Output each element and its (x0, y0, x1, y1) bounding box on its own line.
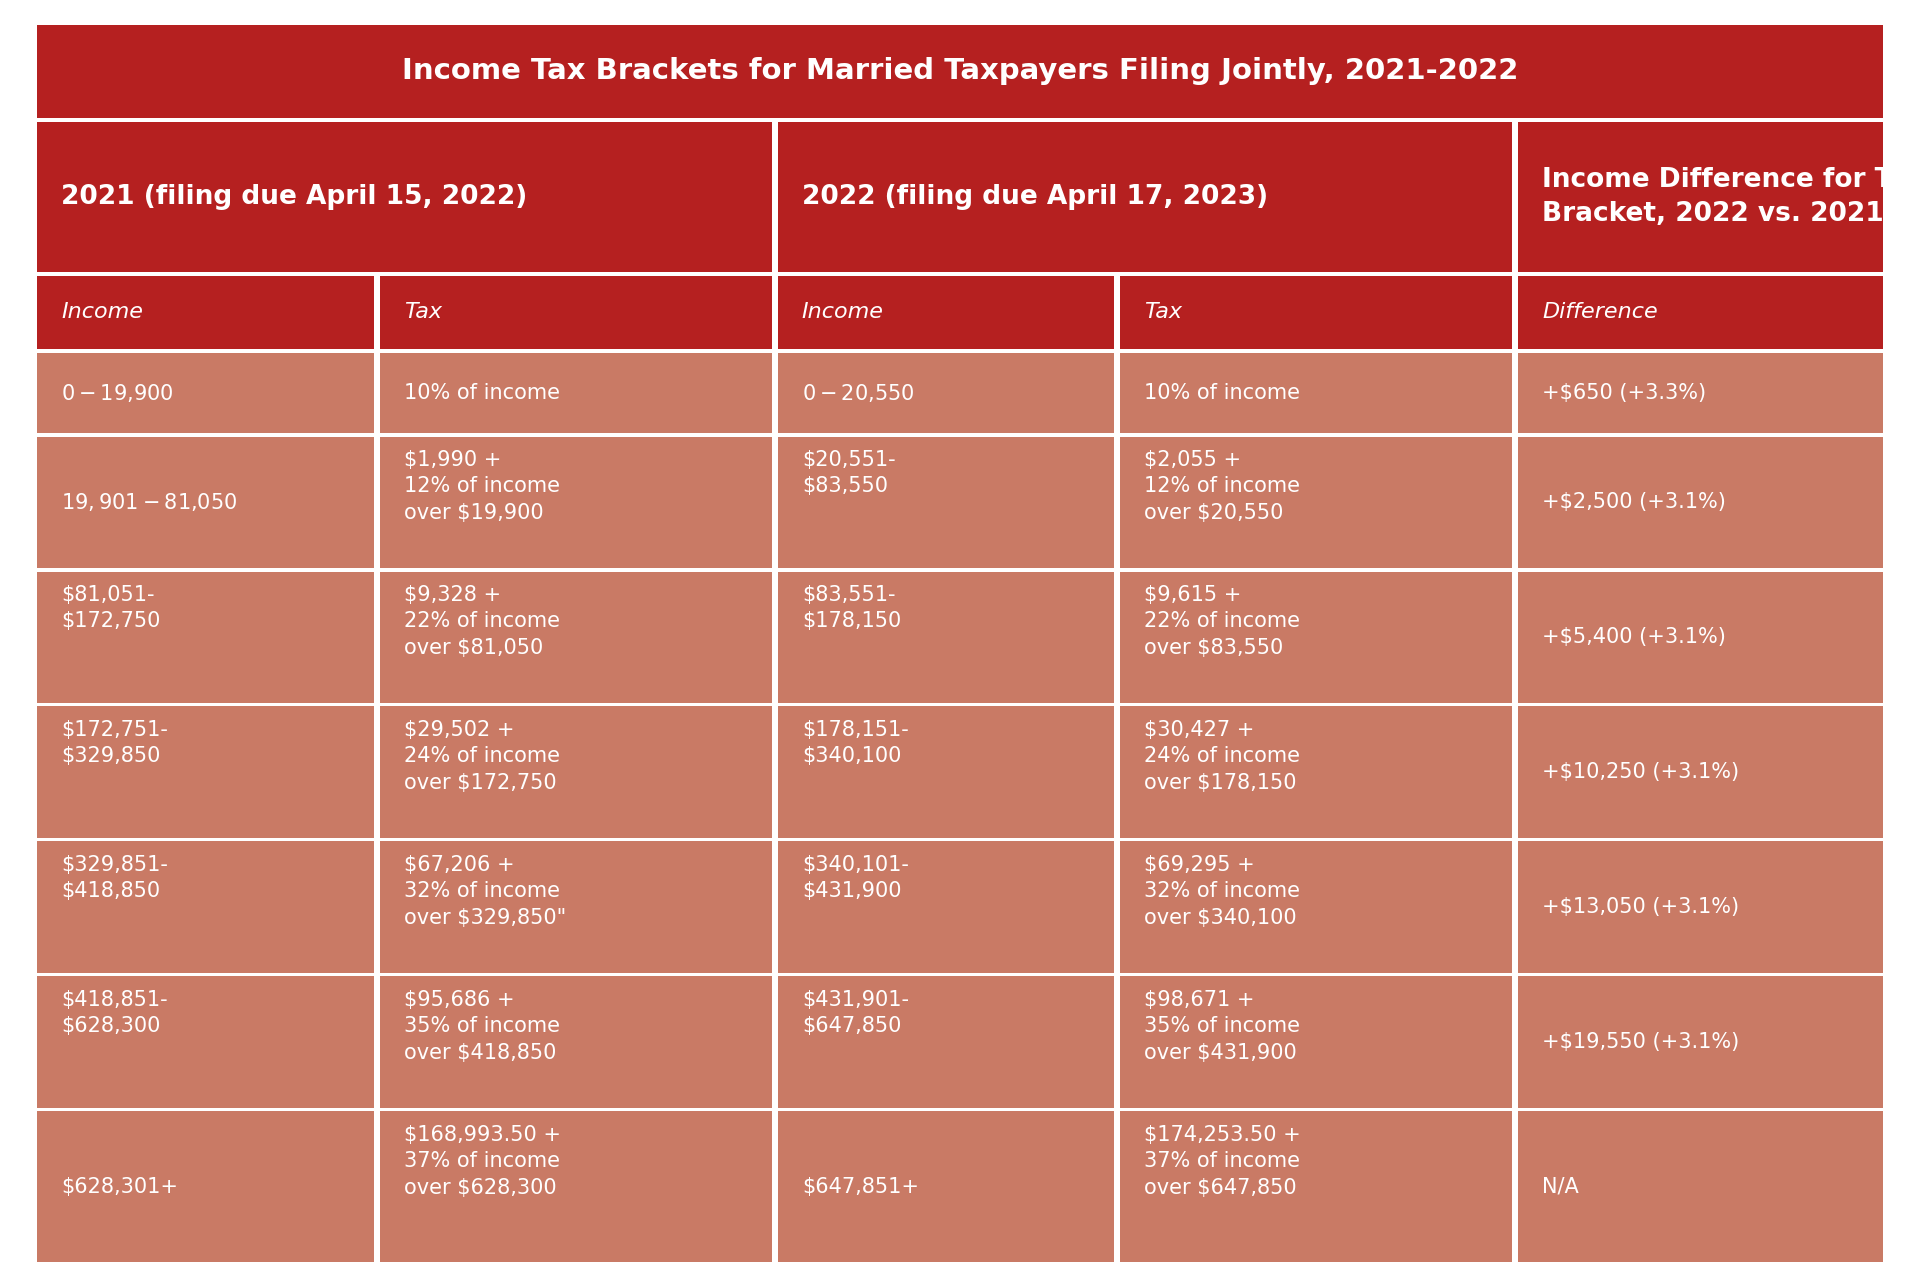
Bar (1519, 977, 1882, 1108)
Text: $2,055 +
12% of income
over $20,550: $2,055 + 12% of income over $20,550 (1144, 450, 1300, 523)
Text: Income Difference for Top of
Bracket, 2022 vs. 2021: Income Difference for Top of Bracket, 20… (1542, 167, 1920, 227)
Bar (38, 842, 374, 973)
Text: $81,051-
$172,750: $81,051- $172,750 (61, 586, 161, 632)
Bar (38, 353, 374, 432)
Bar (380, 842, 772, 973)
Bar (1519, 353, 1882, 432)
Text: Tax: Tax (403, 302, 442, 323)
Bar (1119, 707, 1513, 838)
Bar (38, 436, 374, 568)
Bar (380, 707, 772, 838)
Text: $168,993.50 +
37% of income
over $628,300: $168,993.50 + 37% of income over $628,30… (403, 1125, 561, 1198)
Text: $329,851-
$418,850: $329,851- $418,850 (61, 855, 169, 901)
Bar (380, 436, 772, 568)
Bar (1519, 275, 1882, 349)
Text: +$5,400 (+3.1%): +$5,400 (+3.1%) (1542, 627, 1726, 647)
Bar (380, 1112, 772, 1261)
Text: Income: Income (61, 302, 144, 323)
Text: $98,671 +
35% of income
over $431,900: $98,671 + 35% of income over $431,900 (1144, 990, 1300, 1063)
Bar (1119, 436, 1513, 568)
Text: +$10,250 (+3.1%): +$10,250 (+3.1%) (1542, 762, 1740, 782)
Text: $69,295 +
32% of income
over $340,100: $69,295 + 32% of income over $340,100 (1144, 855, 1300, 928)
Bar (1519, 1112, 1882, 1261)
Bar (778, 121, 1513, 272)
Text: 10% of income: 10% of income (403, 382, 561, 403)
Bar (38, 26, 1882, 117)
Text: $418,851-
$628,300: $418,851- $628,300 (61, 990, 169, 1036)
Text: $628,301+: $628,301+ (61, 1176, 179, 1197)
Bar (1119, 1112, 1513, 1261)
Bar (38, 1112, 374, 1261)
Bar (778, 353, 1114, 432)
Text: $9,328 +
22% of income
over $81,050: $9,328 + 22% of income over $81,050 (403, 586, 561, 658)
Text: +$650 (+3.3%): +$650 (+3.3%) (1542, 382, 1707, 403)
Bar (380, 353, 772, 432)
Text: $0-$19,900: $0-$19,900 (61, 382, 175, 404)
Bar (1519, 842, 1882, 973)
Bar (380, 977, 772, 1108)
Bar (38, 571, 374, 703)
Text: N/A: N/A (1542, 1176, 1578, 1197)
Text: 10% of income: 10% of income (1144, 382, 1300, 403)
Bar (38, 977, 374, 1108)
Bar (1119, 571, 1513, 703)
Bar (778, 707, 1114, 838)
Bar (1519, 121, 1882, 272)
Text: Income: Income (803, 302, 883, 323)
Text: $20,551-
$83,550: $20,551- $83,550 (803, 450, 895, 497)
Bar (778, 1112, 1114, 1261)
Bar (380, 275, 772, 349)
Text: +$19,550 (+3.1%): +$19,550 (+3.1%) (1542, 1032, 1740, 1051)
Bar (1119, 842, 1513, 973)
Text: $174,253.50 +
37% of income
over $647,850: $174,253.50 + 37% of income over $647,85… (1144, 1125, 1302, 1198)
Bar (38, 275, 374, 349)
Text: $30,427 +
24% of income
over $178,150: $30,427 + 24% of income over $178,150 (1144, 719, 1300, 793)
Bar (1119, 275, 1513, 349)
Text: $172,751-
$329,850: $172,751- $329,850 (61, 719, 169, 767)
Bar (1519, 436, 1882, 568)
Text: Difference: Difference (1542, 302, 1657, 323)
Bar (1519, 707, 1882, 838)
Text: $9,615 +
22% of income
over $83,550: $9,615 + 22% of income over $83,550 (1144, 586, 1300, 658)
Text: $431,901-
$647,850: $431,901- $647,850 (803, 990, 908, 1036)
Text: 2021 (filing due April 15, 2022): 2021 (filing due April 15, 2022) (61, 184, 528, 210)
Text: $19,901-$81,050: $19,901-$81,050 (61, 492, 238, 514)
Bar (380, 571, 772, 703)
Bar (778, 977, 1114, 1108)
Text: +$2,500 (+3.1%): +$2,500 (+3.1%) (1542, 492, 1726, 512)
Text: $178,151-
$340,100: $178,151- $340,100 (803, 719, 908, 767)
Text: $95,686 +
35% of income
over $418,850: $95,686 + 35% of income over $418,850 (403, 990, 561, 1063)
Bar (778, 275, 1114, 349)
Text: $340,101-
$431,900: $340,101- $431,900 (803, 855, 908, 901)
Text: Income Tax Brackets for Married Taxpayers Filing Jointly, 2021-2022: Income Tax Brackets for Married Taxpayer… (401, 58, 1519, 85)
Text: 2022 (filing due April 17, 2023): 2022 (filing due April 17, 2023) (803, 184, 1267, 210)
Text: Tax: Tax (1144, 302, 1183, 323)
Text: $83,551-
$178,150: $83,551- $178,150 (803, 586, 900, 632)
Bar (778, 571, 1114, 703)
Text: $0-$20,550: $0-$20,550 (803, 382, 914, 404)
Text: $67,206 +
32% of income
over $329,850": $67,206 + 32% of income over $329,850" (403, 855, 566, 928)
Text: $647,851+: $647,851+ (803, 1176, 920, 1197)
Text: +$13,050 (+3.1%): +$13,050 (+3.1%) (1542, 897, 1740, 918)
Bar (38, 707, 374, 838)
Bar (778, 842, 1114, 973)
Bar (1519, 571, 1882, 703)
Text: $1,990 +
12% of income
over $19,900: $1,990 + 12% of income over $19,900 (403, 450, 561, 523)
Bar (778, 436, 1114, 568)
Bar (38, 121, 772, 272)
Bar (1119, 353, 1513, 432)
Bar (1119, 977, 1513, 1108)
Text: $29,502 +
24% of income
over $172,750: $29,502 + 24% of income over $172,750 (403, 719, 561, 793)
